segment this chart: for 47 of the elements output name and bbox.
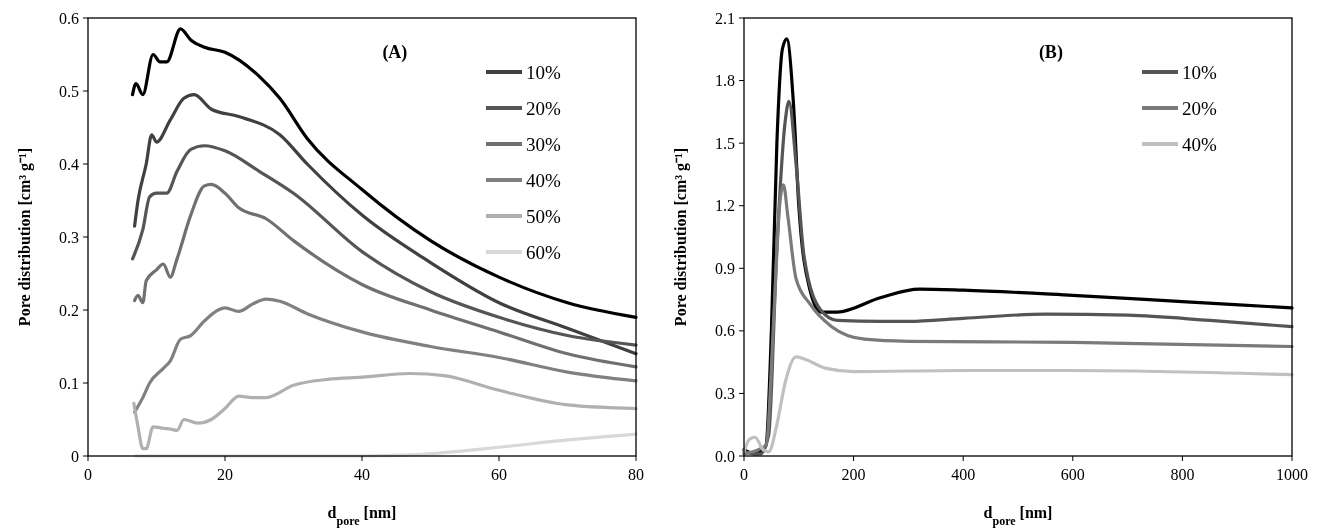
legend-label: 60% bbox=[526, 241, 561, 263]
line-series bbox=[132, 297, 638, 414]
legend-label: 10% bbox=[526, 61, 561, 83]
y-tick-label: 0.2 bbox=[59, 301, 79, 319]
line-series bbox=[742, 183, 1294, 456]
x-tick-label: 40 bbox=[354, 466, 370, 483]
y-tick-label: 0.9 bbox=[715, 259, 735, 277]
x-tick-label: 400 bbox=[951, 466, 976, 483]
legend-label: 10% bbox=[1182, 61, 1217, 83]
x-tick-label: 0 bbox=[740, 466, 748, 483]
x-tick-label: 800 bbox=[1170, 466, 1195, 483]
y-tick-label: 1.8 bbox=[715, 72, 735, 90]
legend-label: 20% bbox=[526, 97, 561, 119]
y-tick-label: 0.0 bbox=[715, 447, 735, 465]
legend-label: 40% bbox=[526, 169, 561, 191]
x-tick-label: 60 bbox=[491, 466, 507, 483]
line-series bbox=[742, 355, 1294, 454]
legend-label: 50% bbox=[526, 205, 561, 227]
line-series bbox=[132, 93, 638, 356]
y-tick-label: 0.3 bbox=[59, 228, 79, 246]
x-tick-label: 200 bbox=[841, 466, 866, 483]
x-tick-label: 600 bbox=[1060, 466, 1085, 483]
y-tick-label: 0 bbox=[71, 447, 79, 465]
y-tick-label: 1.5 bbox=[715, 134, 735, 152]
y-axis-title: Pore distribution [cm³ g⁻¹] bbox=[16, 147, 34, 327]
y-tick-label: 1.2 bbox=[715, 197, 735, 215]
annotation: (A) bbox=[382, 42, 408, 63]
y-tick-label: 2.1 bbox=[715, 9, 735, 27]
line-series bbox=[134, 432, 638, 458]
annotation: (B) bbox=[1038, 42, 1063, 63]
x-tick-label: 1000 bbox=[1276, 466, 1308, 483]
x-axis-title: d$_{pore}$ [nm] bbox=[327, 504, 397, 528]
y-tick-label: 0.6 bbox=[715, 322, 735, 340]
x-axis-title: d$_{pore}$ [nm] bbox=[983, 504, 1053, 528]
y-tick-label: 0.1 bbox=[59, 374, 79, 392]
line-series bbox=[132, 371, 638, 451]
y-tick-label: 0.5 bbox=[59, 82, 79, 100]
x-tick-label: 0 bbox=[84, 466, 92, 483]
x-tick-label: 80 bbox=[628, 466, 644, 483]
legend-label: 30% bbox=[526, 133, 561, 155]
y-axis-title: Pore distribution [cm³ g⁻¹] bbox=[672, 147, 690, 327]
y-tick-label: 0.4 bbox=[59, 155, 79, 173]
x-tick-label: 20 bbox=[217, 466, 233, 483]
y-tick-label: 0.3 bbox=[715, 385, 735, 403]
legend-label: 40% bbox=[1182, 133, 1217, 155]
y-tick-label: 0.6 bbox=[59, 9, 79, 27]
legend-label: 20% bbox=[1182, 97, 1217, 119]
